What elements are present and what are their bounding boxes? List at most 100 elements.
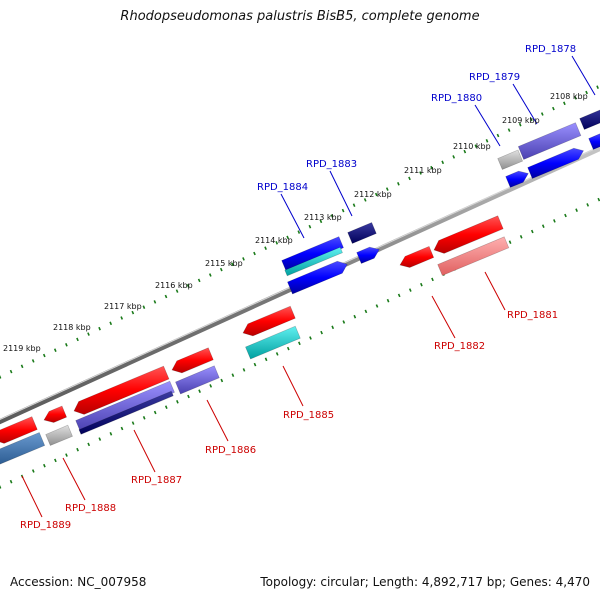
- gene-label-rpd-1885[interactable]: RPD_1885: [283, 410, 334, 421]
- gene-label-rpd-1879[interactable]: RPD_1879: [469, 72, 520, 83]
- gene-label-rpd-1878[interactable]: RPD_1878: [525, 44, 576, 55]
- gene-feature-rpd-1884-b[interactable]: [287, 260, 348, 295]
- outer-tick-dot: [109, 321, 113, 326]
- outer-tick-dot: [120, 316, 124, 320]
- outer-tick-dot: [231, 262, 234, 267]
- outer-tick-dot: [286, 235, 290, 240]
- gene-feature-rpd-1885-b[interactable]: [245, 325, 301, 360]
- leader-rpd-1878: [571, 55, 596, 96]
- gene-feature-rpd-1879[interactable]: [517, 122, 582, 160]
- gene-feature-rpd-1887-b[interactable]: [75, 380, 175, 432]
- outer-tick-dot: [363, 198, 367, 202]
- outer-tick-dot: [529, 117, 533, 122]
- scale-tick-label: 2116 kbp: [155, 281, 193, 290]
- outer-tick-dot: [142, 305, 146, 309]
- gene-feature-rpd-1889-b[interactable]: [0, 432, 46, 466]
- outer-tick-dot: [385, 187, 389, 191]
- scale-tick-label: 2109 kbp: [502, 116, 540, 125]
- gene-label-rpd-1882[interactable]: RPD_1882: [434, 341, 485, 352]
- gene-feature-rpd-1882[interactable]: [399, 246, 435, 268]
- inner-tick-dot: [397, 293, 401, 298]
- outer-tick-dot: [186, 284, 190, 288]
- scale-tick-label: 2119 kbp: [3, 344, 41, 353]
- leader-rpd-1889: [21, 475, 43, 518]
- inner-tick-dot: [131, 421, 135, 425]
- outer-tick-dot: [518, 122, 522, 127]
- inner-tick-dot: [408, 288, 412, 292]
- gene-label-rpd-1880[interactable]: RPD_1880: [431, 93, 482, 104]
- gene-feature-rpd-1883[interactable]: [347, 222, 377, 244]
- outer-tick-dot: [264, 246, 267, 250]
- inner-tick-dot: [198, 389, 201, 393]
- gene-feature-rpd-1889[interactable]: [0, 416, 38, 444]
- inner-tick-dot: [420, 282, 423, 287]
- leader-rpd-1888: [62, 457, 86, 501]
- gene-label-rpd-1883[interactable]: RPD_1883: [306, 159, 357, 170]
- outer-tick-dot: [253, 251, 256, 256]
- outer-tick-dot: [87, 332, 90, 336]
- outer-tick-dot: [53, 348, 57, 352]
- gene-label-rpd-1889[interactable]: RPD_1889: [20, 520, 71, 531]
- gene-feature-rpd-1878[interactable]: [579, 107, 600, 130]
- leader-rpd-1886: [206, 399, 229, 442]
- scale-tick-label: 2114 kbp: [255, 236, 293, 245]
- gene-feature-rpd-1884-cyan[interactable]: [284, 246, 343, 277]
- outer-tick-dot: [20, 364, 24, 369]
- accession-label: Accession: NC_007958: [10, 575, 147, 589]
- inner-tick-dot: [31, 469, 35, 473]
- gene-feature-rpd-1887-c[interactable]: [78, 390, 174, 435]
- outer-tick-dot: [0, 375, 2, 379]
- outer-tick-dot: [474, 144, 478, 148]
- gene-feature-rpd-1881-b[interactable]: [437, 236, 510, 276]
- genome-summary-label: Topology: circular; Length: 4,892,717 bp…: [260, 575, 590, 589]
- gene-feature-rpd-1887[interactable]: [73, 365, 170, 415]
- outer-tick-dot: [397, 182, 400, 186]
- gene-feature-rpd-1886[interactable]: [171, 347, 214, 374]
- outer-tick-dot: [164, 294, 168, 299]
- scale-tick-label: 2118 kbp: [53, 323, 91, 332]
- gene-feature-grey[interactable]: [497, 149, 523, 170]
- gene-feature-rpd-1881[interactable]: [433, 215, 504, 254]
- gene-feature-rpd-1880-a[interactable]: [505, 170, 529, 188]
- gene-label-rpd-1881[interactable]: RPD_1881: [507, 310, 558, 321]
- inner-tick-dot: [508, 240, 512, 244]
- outer-tick-dot: [485, 139, 489, 143]
- gene-label-rpd-1887[interactable]: RPD_1887: [131, 475, 182, 486]
- leader-rpd-1887: [133, 429, 156, 473]
- inner-tick-dot: [586, 203, 590, 207]
- inner-tick-dot: [0, 485, 2, 489]
- gene-feature-rpd-1888[interactable]: [45, 424, 73, 446]
- gene-label-rpd-1886[interactable]: RPD_1886: [205, 445, 256, 456]
- gene-feature-rpd-1883-b[interactable]: [356, 246, 380, 264]
- outer-tick-dot: [330, 214, 334, 218]
- scale-tick-label: 2110 kbp: [453, 142, 491, 151]
- gene-feature-rpd-1885[interactable]: [242, 305, 296, 337]
- gene-label-rpd-1884[interactable]: RPD_1884: [257, 182, 308, 193]
- gene-feature-rpd-1884[interactable]: [281, 236, 344, 272]
- gene-feature-blue-edge[interactable]: [588, 133, 600, 150]
- inner-tick-dot: [187, 394, 190, 399]
- inner-tick-dot: [54, 458, 57, 463]
- inner-tick-dot: [164, 405, 168, 409]
- inner-tick-dot: [242, 368, 246, 372]
- outer-tick-dot: [98, 326, 101, 331]
- inner-tick-dot: [65, 453, 68, 457]
- outer-tick-dot: [574, 96, 577, 100]
- inner-tick-dot: [564, 213, 567, 218]
- outer-tick-dot: [319, 219, 323, 224]
- outer-tick-dot: [275, 241, 279, 245]
- gene-label-rpd-1888[interactable]: RPD_1888: [65, 503, 116, 514]
- leader-rpd-1885: [282, 365, 304, 407]
- gene-feature-red-small[interactable]: [43, 405, 67, 423]
- inner-tick-dot: [353, 314, 357, 319]
- inner-tick-dot: [386, 298, 390, 303]
- leader-rpd-1881: [484, 271, 506, 311]
- inner-tick-dot: [553, 219, 556, 223]
- inner-tick-dot: [9, 479, 13, 484]
- gene-features: [0, 107, 600, 466]
- gene-feature-rpd-1886-b[interactable]: [175, 365, 220, 395]
- gene-feature-rpd-1880[interactable]: [527, 147, 584, 179]
- inner-tick-dot: [153, 410, 157, 415]
- outer-tick-dot: [175, 289, 179, 293]
